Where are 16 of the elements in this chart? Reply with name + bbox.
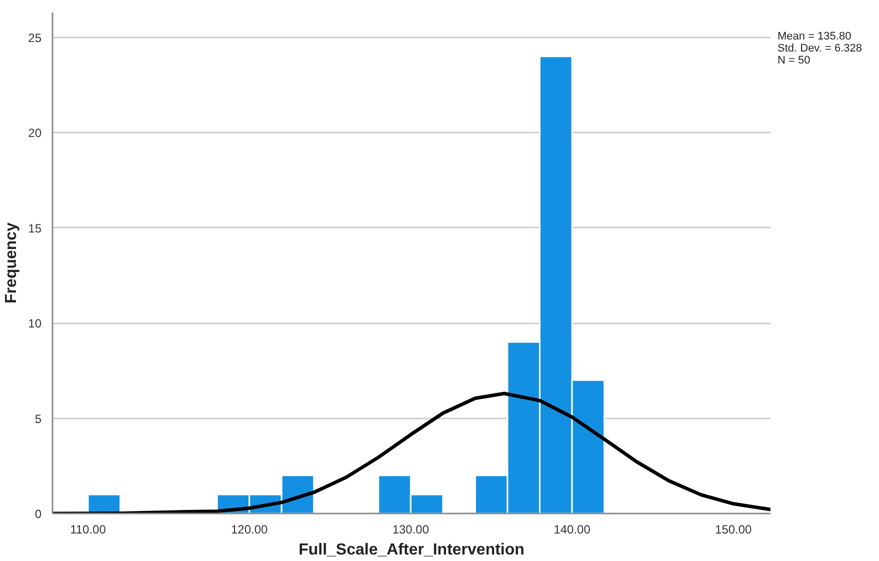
x-tick-label: 130.00 bbox=[392, 522, 430, 536]
x-tick-label: 150.00 bbox=[715, 522, 752, 536]
y-tick-label: 15 bbox=[28, 221, 42, 236]
x-axis-title: Full_Scale_After_Intervention bbox=[298, 542, 524, 558]
x-tick-label: 140.00 bbox=[554, 522, 591, 536]
x-tick-label: 120.00 bbox=[230, 522, 268, 536]
y-tick-label: 0 bbox=[34, 507, 42, 521]
text: Mean = 135.80 bbox=[778, 30, 852, 42]
x-tick-label: 110.00 bbox=[70, 522, 106, 536]
y-tick-label: 25 bbox=[28, 30, 42, 45]
text: Std. Dev. = 6.328 bbox=[778, 42, 862, 54]
y-tick-label: 20 bbox=[28, 126, 42, 140]
y-tick-label: 10 bbox=[28, 316, 42, 331]
text: N = 50 bbox=[778, 54, 810, 66]
y-axis-title: Frequency bbox=[3, 222, 20, 304]
y-tick-label: 5 bbox=[34, 412, 42, 426]
